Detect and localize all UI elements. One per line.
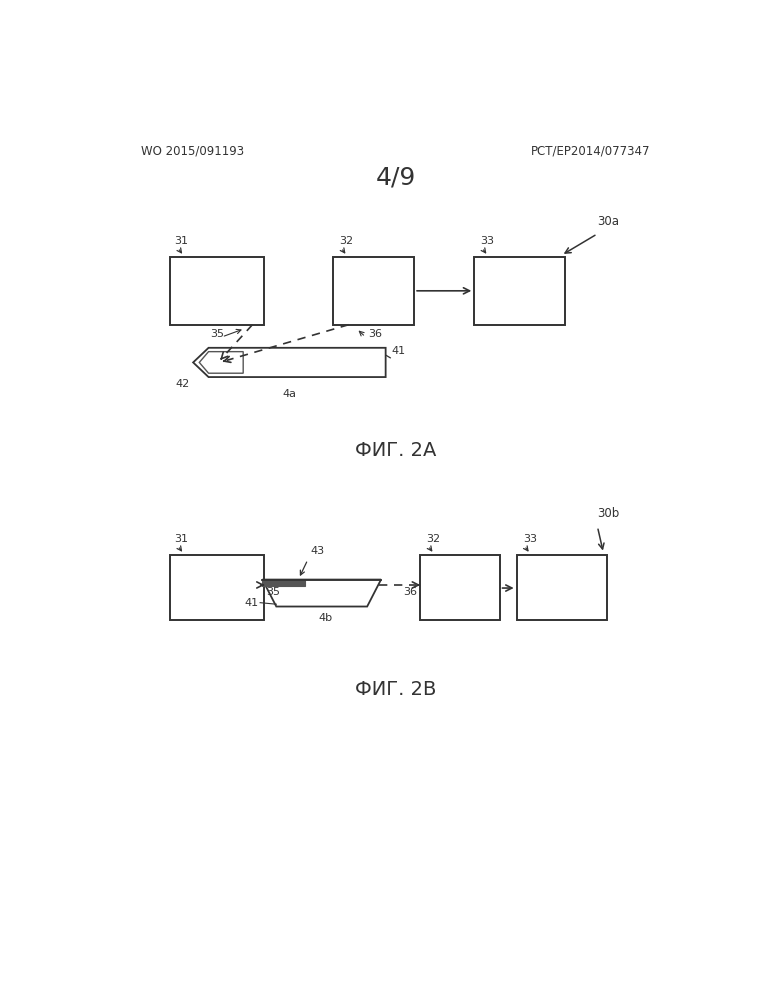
Bar — [170, 257, 264, 325]
Polygon shape — [262, 579, 305, 585]
Text: 31: 31 — [174, 534, 188, 544]
Text: 33: 33 — [523, 534, 537, 544]
Text: WO 2015/091193: WO 2015/091193 — [141, 144, 244, 157]
Text: 30a: 30a — [598, 215, 619, 228]
Text: ФИГ. 2A: ФИГ. 2A — [355, 442, 436, 461]
Text: 31: 31 — [174, 236, 188, 246]
Bar — [474, 257, 565, 325]
Text: ФИГ. 2B: ФИГ. 2B — [355, 680, 436, 699]
Text: 41: 41 — [245, 597, 259, 607]
Polygon shape — [193, 348, 386, 377]
Text: 35: 35 — [266, 586, 280, 596]
Text: PCT/EP2014/077347: PCT/EP2014/077347 — [531, 144, 651, 157]
Text: 30b: 30b — [598, 507, 620, 520]
Text: 4/9: 4/9 — [375, 166, 416, 190]
Bar — [420, 554, 499, 620]
Text: 43: 43 — [310, 546, 324, 556]
Text: 32: 32 — [426, 534, 441, 544]
Text: 42: 42 — [175, 379, 189, 389]
Bar — [334, 257, 414, 325]
Bar — [170, 554, 264, 620]
Text: 36: 36 — [368, 329, 382, 339]
Text: 36: 36 — [403, 586, 418, 596]
Text: 35: 35 — [210, 329, 224, 339]
Text: 33: 33 — [480, 236, 494, 246]
Polygon shape — [262, 579, 381, 606]
Text: 4a: 4a — [283, 390, 296, 400]
Text: 32: 32 — [340, 236, 354, 246]
Polygon shape — [199, 352, 243, 374]
Text: 4b: 4b — [319, 612, 333, 622]
Text: 41: 41 — [392, 347, 406, 357]
Bar — [516, 554, 608, 620]
